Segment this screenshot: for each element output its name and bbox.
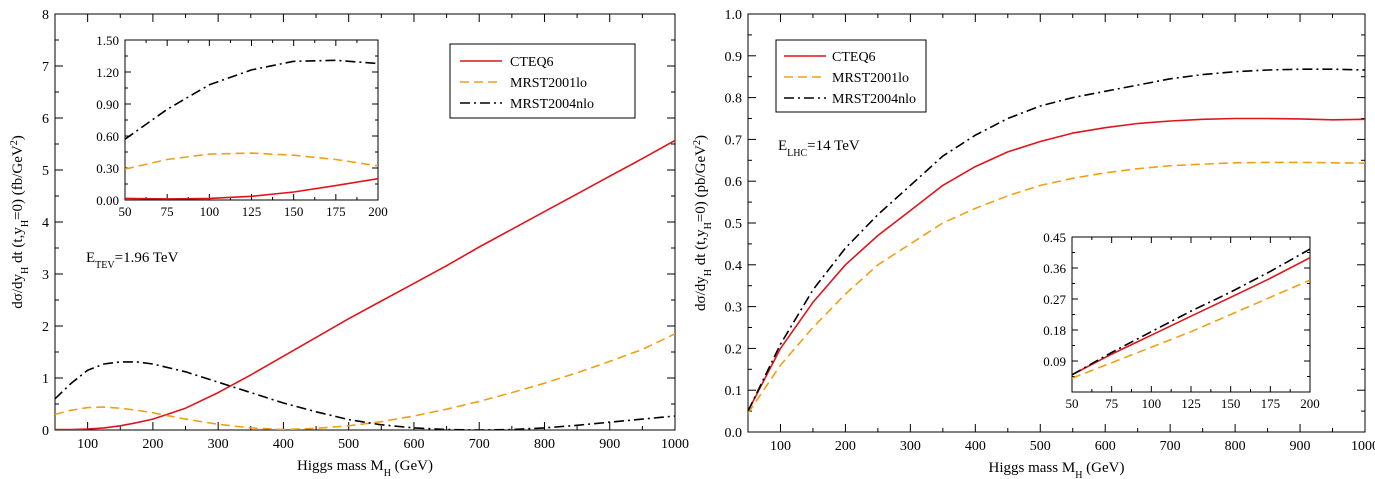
- legend-label-mrst2001lo: MRST2001lo: [510, 76, 587, 91]
- x-tick-label: 700: [1160, 439, 1181, 454]
- x-tick-label: 100: [77, 437, 98, 452]
- y-tick-label: 1.50: [96, 33, 119, 48]
- y-tick-label: 0.0: [725, 426, 743, 441]
- x-tick-label: 100: [1142, 396, 1162, 411]
- series-line-mrst2001lo: [55, 333, 675, 430]
- y-tick-label: 0.60: [96, 129, 119, 144]
- x-tick-label: 900: [599, 437, 620, 452]
- x-tick-label: 400: [273, 437, 294, 452]
- legend-label-mrst2001lo: MRST2001lo: [832, 71, 909, 86]
- x-tick-label: 150: [1221, 396, 1241, 411]
- series-line-mrst2004nlo: [1072, 248, 1310, 376]
- y-tick-label: 0.45: [1043, 230, 1066, 245]
- y-tick-label: 0.00: [96, 193, 119, 208]
- series-line-cteq6: [748, 117, 1365, 412]
- left-x-axis-label: Higgs mass MH (GeV): [297, 458, 433, 479]
- y-tick-label: 0.8: [725, 92, 743, 107]
- y-tick-label: 0.5: [725, 217, 743, 232]
- y-tick-label: 0.36: [1043, 261, 1066, 276]
- left-inset-chart-frame: [124, 39, 379, 201]
- x-tick-label: 200: [835, 439, 856, 454]
- y-tick-label: 8: [42, 8, 49, 23]
- right-inset-chart: 50 75 100 125 150 175 200 0.09 0.18 0.27 0.36 0.45: [1043, 230, 1320, 411]
- legend-label-cteq6: CTEQ6: [832, 50, 876, 65]
- right-inset-chart-frame: [1071, 236, 1311, 393]
- legend-label-mrst2004nlo: MRST2004nlo: [832, 92, 916, 107]
- x-tick-label: 125: [242, 204, 262, 219]
- x-tick-label: 200: [1300, 396, 1320, 411]
- series-line-cteq6: [1072, 256, 1310, 376]
- x-tick-label: 75: [161, 204, 174, 219]
- y-tick-label: 0.6: [725, 175, 743, 190]
- x-tick-label: 600: [1095, 439, 1116, 454]
- x-tick-label: 600: [403, 437, 424, 452]
- y-tick-label: 0.30: [96, 161, 119, 176]
- y-tick-label: 5: [42, 164, 49, 179]
- x-tick-label: 125: [1181, 396, 1201, 411]
- right-energy-annotation: ELHC=14 TeV: [778, 138, 860, 159]
- series-line-mrst2001lo: [125, 152, 378, 170]
- x-tick-label: 175: [326, 204, 346, 219]
- y-tick-label: 3: [42, 268, 49, 283]
- y-tick-label: 0.27: [1043, 292, 1066, 307]
- y-tick-label: 0.3: [725, 301, 743, 316]
- legend-label-cteq6: CTEQ6: [510, 55, 554, 70]
- left-y-axis-label: dσ/dyH dt (t,yH=0) (fb/GeV2): [9, 135, 31, 309]
- y-tick-label: 0: [42, 424, 49, 439]
- x-tick-label: 175: [1261, 396, 1281, 411]
- right-legend: [775, 39, 927, 113]
- x-tick-label: 700: [469, 437, 490, 452]
- x-tick-label: 50: [1066, 396, 1079, 411]
- legend-label-mrst2004nlo: MRST2004nlo: [510, 97, 594, 112]
- y-tick-label: 4: [42, 216, 49, 231]
- x-tick-label: 75: [1105, 396, 1118, 411]
- y-tick-label: 6: [42, 112, 49, 127]
- series-line-cteq6: [125, 177, 378, 200]
- y-tick-label: 0.09: [1043, 354, 1066, 369]
- y-tick-label: 1.0: [725, 8, 743, 23]
- x-tick-label: 400: [965, 439, 986, 454]
- y-tick-label: 0.18: [1043, 323, 1066, 338]
- y-tick-label: 0.90: [96, 97, 119, 112]
- y-tick-label: 0.9: [725, 50, 743, 65]
- x-tick-label: 300: [208, 437, 229, 452]
- x-tick-label: 900: [1290, 439, 1311, 454]
- right-y-axis-label: dσ/dyH dt (t,yH=0) (pb/GeV2): [692, 135, 714, 311]
- y-tick-label: 0.1: [725, 384, 743, 399]
- series-line-mrst2001lo: [1072, 279, 1310, 379]
- y-tick-label: 1: [42, 372, 49, 387]
- x-tick-label: 50: [119, 204, 132, 219]
- y-tick-label: 0.2: [725, 342, 743, 357]
- x-tick-label: 100: [200, 204, 220, 219]
- x-tick-label: 100: [770, 439, 791, 454]
- series-line-mrst2001lo: [748, 161, 1365, 414]
- y-tick-label: 0.4: [725, 259, 743, 274]
- x-tick-label: 1000: [1351, 439, 1375, 454]
- y-tick-label: 2: [42, 320, 49, 335]
- y-tick-label: 7: [42, 60, 49, 75]
- x-tick-label: 800: [534, 437, 555, 452]
- series-line-cteq6: [55, 139, 675, 430]
- left-inset-chart: 50 75 100 125 150 175 200 0.00 0.30 0.60 0.90 1.20 1…: [96, 33, 388, 219]
- x-tick-label: 150: [284, 204, 304, 219]
- x-tick-label: 1000: [661, 437, 689, 452]
- series-line-mrst2004nlo: [125, 59, 378, 140]
- x-tick-label: 500: [1030, 439, 1051, 454]
- right-x-axis-label: Higgs mass MH (GeV): [989, 460, 1125, 479]
- left-legend: [449, 43, 636, 119]
- x-tick-label: 300: [900, 439, 921, 454]
- x-tick-label: 800: [1225, 439, 1246, 454]
- left-energy-annotation: ETEV=1.96 TeV: [86, 250, 179, 271]
- x-tick-label: 200: [142, 437, 163, 452]
- y-tick-label: 0.7: [725, 133, 743, 148]
- x-tick-label: 200: [368, 204, 388, 219]
- y-tick-label: 1.20: [96, 65, 119, 80]
- x-tick-label: 500: [338, 437, 359, 452]
- series-line-mrst2004nlo: [55, 361, 675, 430]
